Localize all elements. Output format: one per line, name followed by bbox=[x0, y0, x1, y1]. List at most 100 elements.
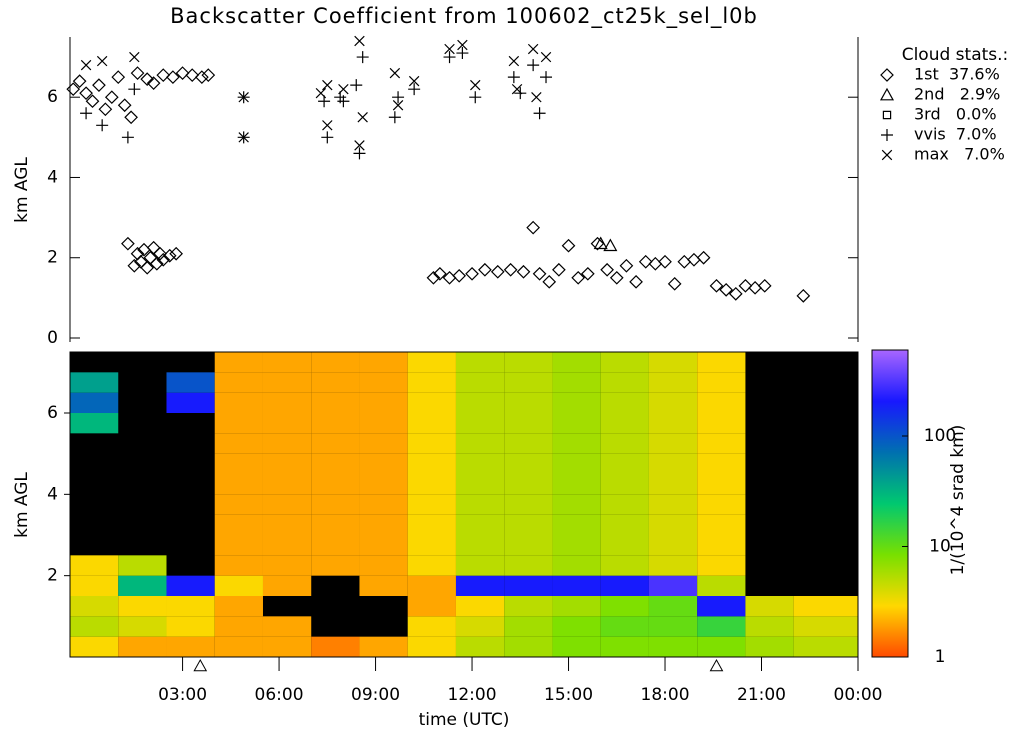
cloud-point bbox=[408, 83, 421, 96]
legend-marker bbox=[881, 149, 893, 161]
heatmap-cell bbox=[455, 555, 505, 576]
heatmap-cell bbox=[262, 616, 312, 637]
heatmap-cell bbox=[552, 596, 601, 617]
heatmap-cell bbox=[648, 514, 698, 535]
heatmap-cell bbox=[504, 636, 553, 657]
cloud-point bbox=[104, 90, 119, 105]
cloud-point bbox=[128, 83, 141, 96]
heatmap-cell bbox=[648, 453, 698, 474]
heatmap-cell bbox=[214, 494, 263, 515]
cloud-point bbox=[356, 51, 369, 64]
cloud-point bbox=[162, 248, 177, 263]
heatmap-cell bbox=[455, 392, 505, 413]
heatmap-cell bbox=[70, 392, 119, 413]
heatmap-cell bbox=[600, 352, 649, 373]
heatmap-cell bbox=[214, 575, 263, 596]
heatmap-cell bbox=[311, 514, 360, 535]
heatmap-cell bbox=[600, 494, 649, 515]
heatmap-cell bbox=[70, 413, 119, 434]
chart-title: Backscatter Coefficient from 100602_ct25… bbox=[170, 4, 758, 29]
cloud-point bbox=[527, 59, 540, 72]
heatmap-cell bbox=[311, 453, 360, 474]
cloud-point bbox=[728, 287, 743, 301]
cloud-point bbox=[140, 72, 155, 86]
heatmap-cell bbox=[262, 474, 312, 495]
heatmap-cell bbox=[504, 555, 553, 576]
cloud-point bbox=[531, 91, 542, 103]
cloud-point bbox=[507, 71, 520, 84]
colorbar-tick-label: 10 bbox=[929, 536, 951, 556]
heatmap-cell bbox=[552, 494, 601, 515]
cloud-point bbox=[129, 51, 140, 63]
legend-label: 3rd 0.0% bbox=[914, 105, 997, 124]
cloud-point bbox=[748, 280, 762, 295]
heatmap-cell bbox=[407, 372, 456, 393]
heatmap-cell bbox=[311, 413, 360, 434]
x-tick-label: 15:00 bbox=[544, 685, 593, 705]
heatmap-cell bbox=[648, 636, 698, 657]
heatmap-cell bbox=[455, 413, 505, 434]
cloud-point bbox=[526, 220, 540, 235]
cloud-point bbox=[337, 95, 350, 108]
heatmap-cell bbox=[697, 392, 746, 413]
cloud-point bbox=[609, 270, 624, 285]
heatmap-cell bbox=[407, 514, 456, 535]
cloud-point bbox=[527, 43, 539, 55]
cloud-point bbox=[465, 266, 479, 281]
y-tick-label: 4 bbox=[47, 167, 58, 187]
cloud-point bbox=[532, 266, 547, 281]
heatmap-cell bbox=[214, 535, 263, 556]
heatmap-cell bbox=[359, 514, 408, 535]
legend-label: vvis 7.0% bbox=[914, 125, 997, 144]
day-marker bbox=[193, 658, 208, 672]
heatmap-cell bbox=[166, 392, 215, 413]
heatmap-cell bbox=[455, 474, 505, 495]
heatmap-cell bbox=[600, 392, 649, 413]
y-tick-label: 0 bbox=[47, 328, 58, 348]
heatmap-cell bbox=[552, 575, 601, 596]
heatmap-cell bbox=[407, 596, 456, 617]
heatmap-cell bbox=[697, 433, 746, 454]
heatmap-cell bbox=[407, 494, 456, 515]
heatmap-cell bbox=[552, 555, 601, 576]
colorbar-tick-label: 1 bbox=[935, 647, 946, 667]
heatmap-cell bbox=[648, 474, 698, 495]
heatmap-cell bbox=[504, 453, 553, 474]
cloud-point bbox=[169, 246, 183, 261]
cloud-point bbox=[552, 262, 566, 277]
cloud-point bbox=[444, 43, 455, 55]
heatmap-cell bbox=[166, 596, 215, 617]
heatmap-cell bbox=[504, 596, 553, 617]
heatmap-cell bbox=[407, 392, 456, 413]
cloud-point bbox=[80, 59, 92, 71]
heatmap-cell bbox=[118, 636, 167, 657]
heatmap-cell bbox=[697, 413, 746, 434]
heatmap-cell bbox=[745, 636, 794, 657]
y-tick-label: 2 bbox=[47, 248, 58, 268]
cloud-point bbox=[469, 91, 482, 104]
heatmap-cell bbox=[311, 433, 360, 454]
heatmap-cell bbox=[793, 636, 858, 657]
x-tick-label: 12:00 bbox=[448, 685, 497, 705]
heatmap-cell bbox=[118, 616, 167, 637]
colorbar bbox=[871, 349, 909, 658]
cloud-point bbox=[79, 86, 93, 101]
cloud-point bbox=[72, 74, 87, 88]
cloud-point bbox=[503, 262, 518, 277]
heatmap-cell bbox=[311, 352, 360, 373]
heatmap-cell bbox=[455, 596, 505, 617]
heatmap-cell bbox=[504, 514, 553, 535]
cloud-point bbox=[593, 236, 608, 250]
cloud-point bbox=[542, 274, 557, 289]
cloud-point bbox=[511, 83, 523, 95]
heatmap-cell bbox=[697, 514, 746, 535]
cloud-point bbox=[658, 254, 672, 269]
heatmap-cell bbox=[262, 555, 312, 576]
cloud-point bbox=[195, 70, 209, 84]
heatmap-cell bbox=[455, 535, 505, 556]
heatmap-cell bbox=[648, 596, 698, 617]
heatmap-cell bbox=[600, 636, 649, 657]
heatmap-cell bbox=[214, 616, 263, 637]
heatmap-cell bbox=[214, 433, 263, 454]
